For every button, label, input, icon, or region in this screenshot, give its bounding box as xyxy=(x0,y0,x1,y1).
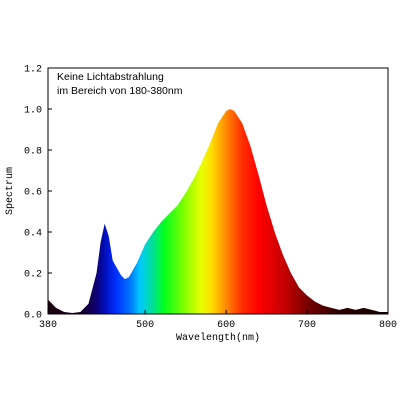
y-tick-label: 0.8 xyxy=(24,147,42,158)
annotation: im Bereich von 180-380nm xyxy=(57,85,183,97)
y-axis-label: Spectrum xyxy=(5,167,16,215)
x-tick-label: 500 xyxy=(136,320,154,331)
x-tick-label: 800 xyxy=(379,320,397,331)
x-tick-label: 380 xyxy=(39,320,57,331)
y-tick-label: 1.0 xyxy=(24,106,42,117)
x-tick-label: 600 xyxy=(217,320,235,331)
y-tick-label: 1.2 xyxy=(24,65,42,76)
y-tick-label: 0.0 xyxy=(24,311,42,322)
spectrum-area xyxy=(48,109,388,314)
annotation: Keine Lichtabstrahlung xyxy=(57,71,164,83)
y-tick-label: 0.4 xyxy=(24,229,42,240)
y-tick-label: 0.2 xyxy=(24,270,42,281)
x-axis-label: Wavelength(nm) xyxy=(176,332,260,344)
x-tick-label: 700 xyxy=(298,320,316,331)
y-tick-label: 0.6 xyxy=(24,188,42,199)
